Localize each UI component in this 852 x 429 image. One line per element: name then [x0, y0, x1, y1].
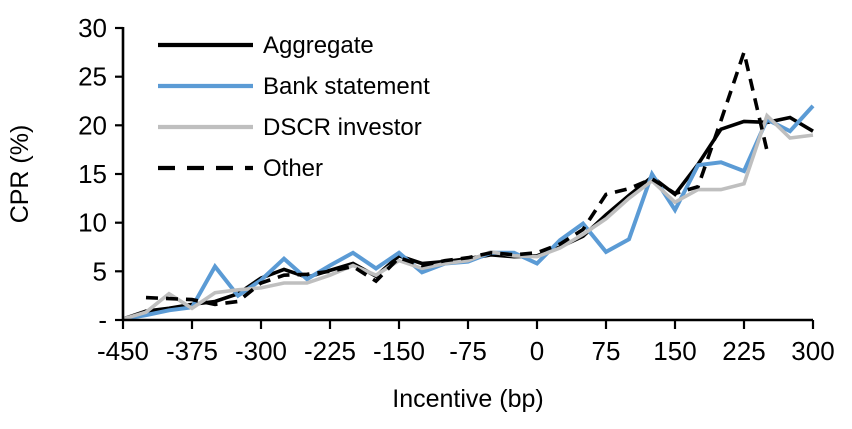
- legend-label: Aggregate: [263, 32, 374, 59]
- x-tick-label: 300: [791, 336, 834, 366]
- y-tick-label: 10: [78, 208, 107, 238]
- legend: Aggregate Bank statement DSCR investor Othe…: [158, 32, 430, 182]
- legend-item-bank-statement: Bank statement: [158, 73, 430, 100]
- y-tick-label: 30: [78, 13, 107, 43]
- x-tick-label: -450: [97, 336, 149, 366]
- y-tick-label: 25: [78, 62, 107, 92]
- y-tick-label: 15: [78, 159, 107, 189]
- y-tick-label: 5: [93, 256, 107, 286]
- legend-label: Other: [263, 155, 323, 182]
- legend-item-other: Other: [158, 155, 323, 182]
- y-axis-title: CPR (%): [6, 125, 34, 224]
- y-tick-label: 20: [78, 110, 107, 140]
- x-tick-label: 150: [653, 336, 696, 366]
- series-line-bank-statement: [122, 104, 815, 321]
- series-line-other: [145, 45, 769, 307]
- x-tick-label: -225: [304, 336, 356, 366]
- x-tick-label: 225: [722, 336, 765, 366]
- legend-item-aggregate: Aggregate: [158, 32, 374, 59]
- x-tick-label: 75: [592, 336, 621, 366]
- x-axis-title: Incentive (bp): [392, 385, 543, 413]
- y-tick-label: -: [98, 305, 107, 335]
- legend-label: DSCR investor: [263, 114, 422, 141]
- legend-item-dscr-investor: DSCR investor: [158, 114, 422, 141]
- series-lines: [122, 45, 815, 321]
- x-tick-label: -150: [373, 336, 425, 366]
- axes: - 5 10 15 20 25 30 -450 -375 -300 -225 -150 -75 0 75 15…: [78, 13, 835, 366]
- x-tick-label: -300: [235, 336, 287, 366]
- series-line-dscr-investor: [122, 112, 814, 321]
- x-tick-label: -375: [166, 336, 218, 366]
- series-line-aggregate: [122, 115, 814, 321]
- x-tick-label: -75: [449, 336, 487, 366]
- x-tick-label: 0: [530, 336, 544, 366]
- legend-label: Bank statement: [263, 73, 430, 100]
